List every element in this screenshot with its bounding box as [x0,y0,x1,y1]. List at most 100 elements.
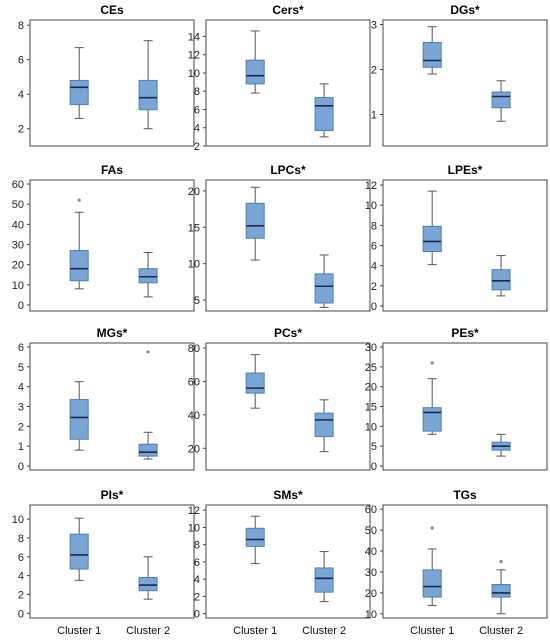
y-tick-label: 8 [18,20,24,32]
iqr-box [245,202,265,239]
iqr-box [422,569,442,598]
box-cluster-2 [138,40,158,130]
y-tick-label: 10 [188,68,200,80]
boxplot-ces: CEs 2 4 6 8 [18,3,195,147]
outlier-point [77,198,81,202]
outlier-point [499,559,503,564]
y-tick-label: 2 [371,65,377,77]
y-tick-label: 8 [18,533,24,545]
plot-frame [29,19,195,147]
plot-frame [205,342,371,471]
x-category-label: Cluster 1 [410,625,454,637]
plot-frame [205,179,371,312]
iqr-box [245,59,265,85]
chart-title: PCs* [274,326,302,340]
y-tick-label: 30 [365,342,377,354]
boxplot-sms: SMs* 0 2 4 6 8 10 12 Cluster 1 Cluster 2 [188,488,371,637]
y-tick-label: 60 [188,376,200,388]
box-cluster-1 [69,517,89,581]
y-tick-label: 6 [18,552,24,564]
y-tick-label: 2 [194,591,200,603]
y-tick-label: 1 [371,110,377,122]
y-tick-label: 6 [18,342,24,354]
y-tick-label: 40 [12,219,24,231]
boxplot-lpcs: LPCs* 5 10 15 20 [188,163,371,312]
iqr-box [314,412,334,438]
boxplot-tgs: TGs 10 20 30 40 50 60 Cluster 1 Cluster 2 [365,488,548,637]
y-tick-label: 6 [194,104,200,116]
chart-title: LPCs* [270,163,306,177]
chart-title: DGs* [450,3,480,17]
y-tick-label: 50 [365,525,377,537]
iqr-box [69,250,89,282]
y-tick-label: 5 [194,295,200,307]
y-tick-label: 15 [188,222,200,234]
y-tick-label: 20 [365,588,377,600]
box-cluster-1 [69,198,89,290]
y-tick-label: 10 [365,609,377,621]
plot-frame [382,342,548,471]
box-cluster-2 [138,350,158,460]
y-tick-label: 20 [365,382,377,394]
chart-title: PEs* [451,326,479,340]
box-cluster-2 [314,551,334,603]
box-cluster-1 [422,190,442,266]
y-tick-label: 4 [371,261,377,273]
y-tick-label: 40 [188,410,200,422]
y-tick-label: 0 [371,301,377,313]
y-tick-label: 12 [188,50,200,62]
y-tick-label: 2 [371,281,377,293]
plot-frame [205,19,371,147]
boxplot-lpes: LPEs* 0 2 4 6 8 10 12 [365,163,548,313]
y-tick-label: 12 [365,180,377,192]
iqr-box [422,225,442,253]
box-cluster-1 [422,26,442,75]
y-tick-label: 6 [371,241,377,253]
y-tick-label: 0 [18,461,24,473]
box-cluster-2 [138,556,158,600]
outlier-point [430,526,434,530]
iqr-box [138,268,158,284]
boxplot-dgs: DGs* 1 2 3 [371,3,548,147]
x-category-label: Cluster 2 [302,625,346,637]
y-tick-label: 10 [12,514,24,526]
chart-title: TGs [453,488,477,502]
x-category-label: Cluster 2 [126,625,170,637]
y-tick-label: 2 [18,421,24,433]
iqr-box [314,273,334,304]
iqr-box [138,79,158,111]
y-tick-label: 8 [371,220,377,232]
boxplot-mgs: MGs* 0 1 2 3 4 5 6 [18,326,195,473]
iqr-box [138,443,158,457]
y-tick-label: 6 [194,557,200,569]
plot-frame [382,504,548,619]
chart-title: CEs [100,3,124,17]
iqr-box [245,372,265,394]
chart-title: MGs* [97,326,128,340]
x-category-label: Cluster 1 [57,625,101,637]
y-tick-label: 8 [194,86,200,98]
plot-frame [205,504,371,619]
y-tick-label: 0 [18,608,24,620]
box-cluster-2 [314,399,334,453]
y-tick-label: 10 [188,522,200,534]
y-tick-label: 5 [371,441,377,453]
y-tick-label: 10 [12,280,24,292]
iqr-box [491,91,511,109]
y-tick-label: 20 [12,260,24,272]
iqr-box [314,97,334,131]
y-tick-label: 25 [365,362,377,374]
box-cluster-1 [245,186,265,261]
outlier-point [430,361,434,365]
y-tick-label: 6 [18,55,24,67]
iqr-box [422,42,442,68]
y-tick-label: 12 [188,505,200,517]
box-cluster-1 [422,526,442,606]
iqr-box [69,533,89,570]
box-cluster-2 [314,254,334,308]
iqr-box [245,527,265,547]
iqr-box [138,577,158,592]
boxplot-pes: PEs* 0 5 10 15 20 25 30 [365,326,548,473]
box-cluster-1 [69,381,89,451]
y-tick-label: 20 [188,443,200,455]
